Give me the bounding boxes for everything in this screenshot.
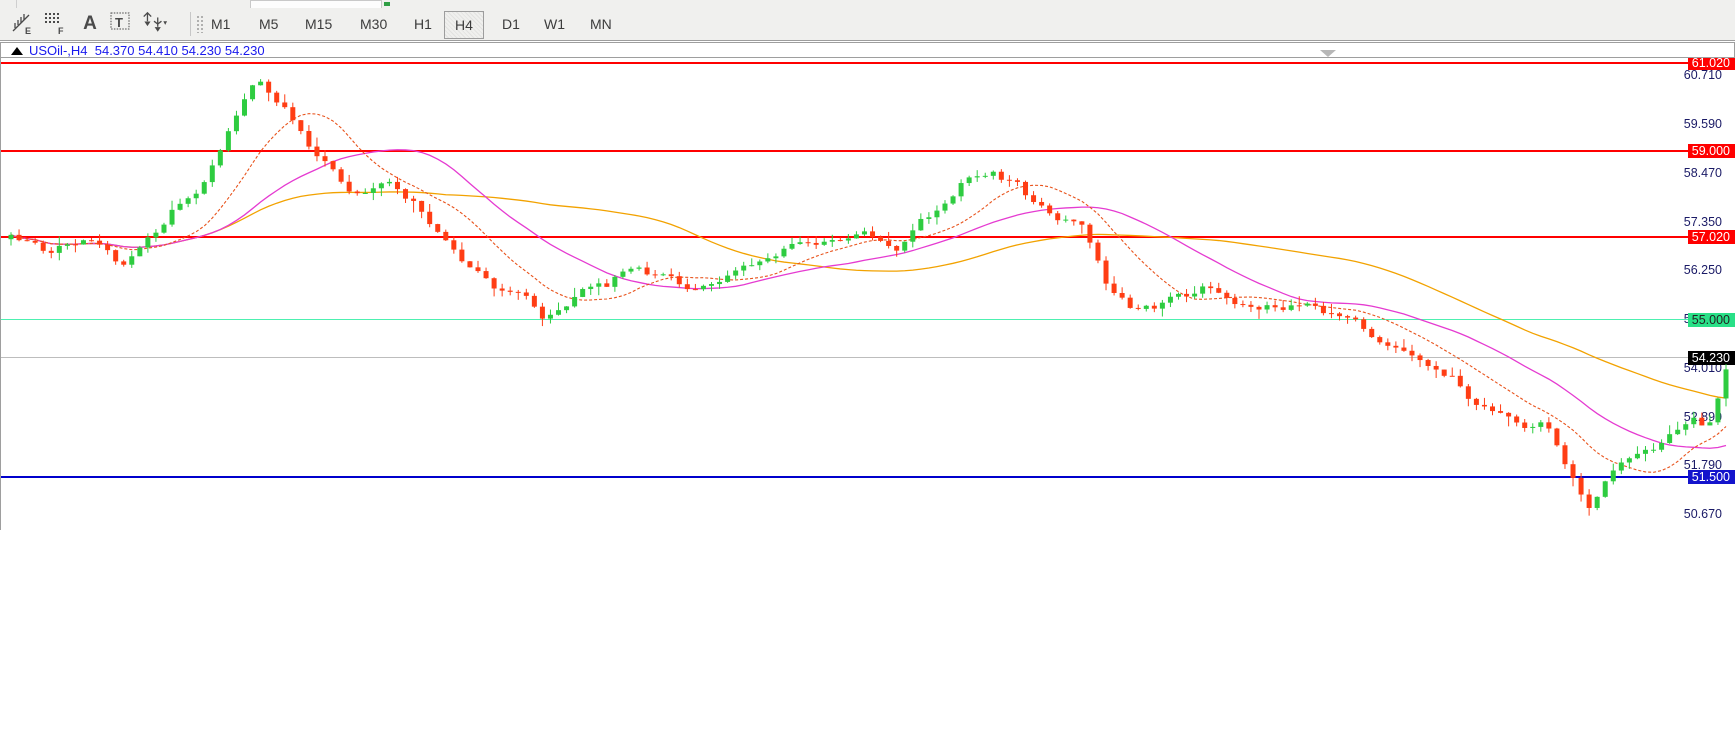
svg-text:E: E	[25, 26, 31, 36]
svg-text:T: T	[115, 15, 123, 30]
svg-text:F: F	[58, 26, 64, 36]
